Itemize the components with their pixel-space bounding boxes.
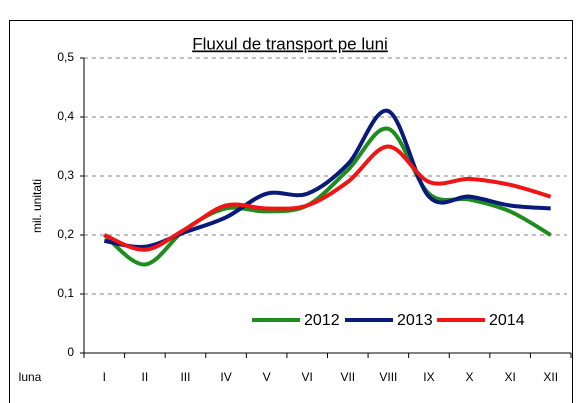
- x-tick-label: IX: [423, 370, 434, 384]
- x-tick-label: XII: [543, 370, 558, 384]
- x-tick-label: VI: [302, 370, 313, 384]
- chart-title: Fluxul de transport pe luni: [192, 34, 388, 53]
- x-tick-label: III: [180, 370, 190, 384]
- legend-label: 2013: [397, 312, 433, 329]
- legend-label: 2012: [304, 312, 340, 329]
- x-axis-label: luna: [19, 370, 42, 384]
- y-tick-label: 0,5: [57, 50, 74, 64]
- x-tick-label: VIII: [379, 370, 397, 384]
- y-tick-label: 0: [67, 345, 74, 359]
- x-tick-label: V: [263, 370, 271, 384]
- legend-label: 2014: [489, 312, 525, 329]
- frame: [9, 20, 573, 403]
- x-tick-label: VII: [340, 370, 355, 384]
- series-line: [103, 109, 551, 250]
- x-tick-label: X: [466, 370, 474, 384]
- series-line: [103, 144, 552, 252]
- x-tick-label: II: [142, 370, 149, 384]
- y-tick-label: 0,2: [57, 227, 74, 241]
- y-tick-label: 0,3: [57, 168, 74, 182]
- x-tick-label: IV: [220, 370, 231, 384]
- x-tick-label: I: [103, 370, 106, 384]
- y-axis-label: mil. unitati: [30, 179, 44, 233]
- y-tick-label: 0,1: [57, 286, 74, 300]
- x-tick-label: XI: [504, 370, 515, 384]
- y-tick-label: 0,4: [57, 109, 74, 123]
